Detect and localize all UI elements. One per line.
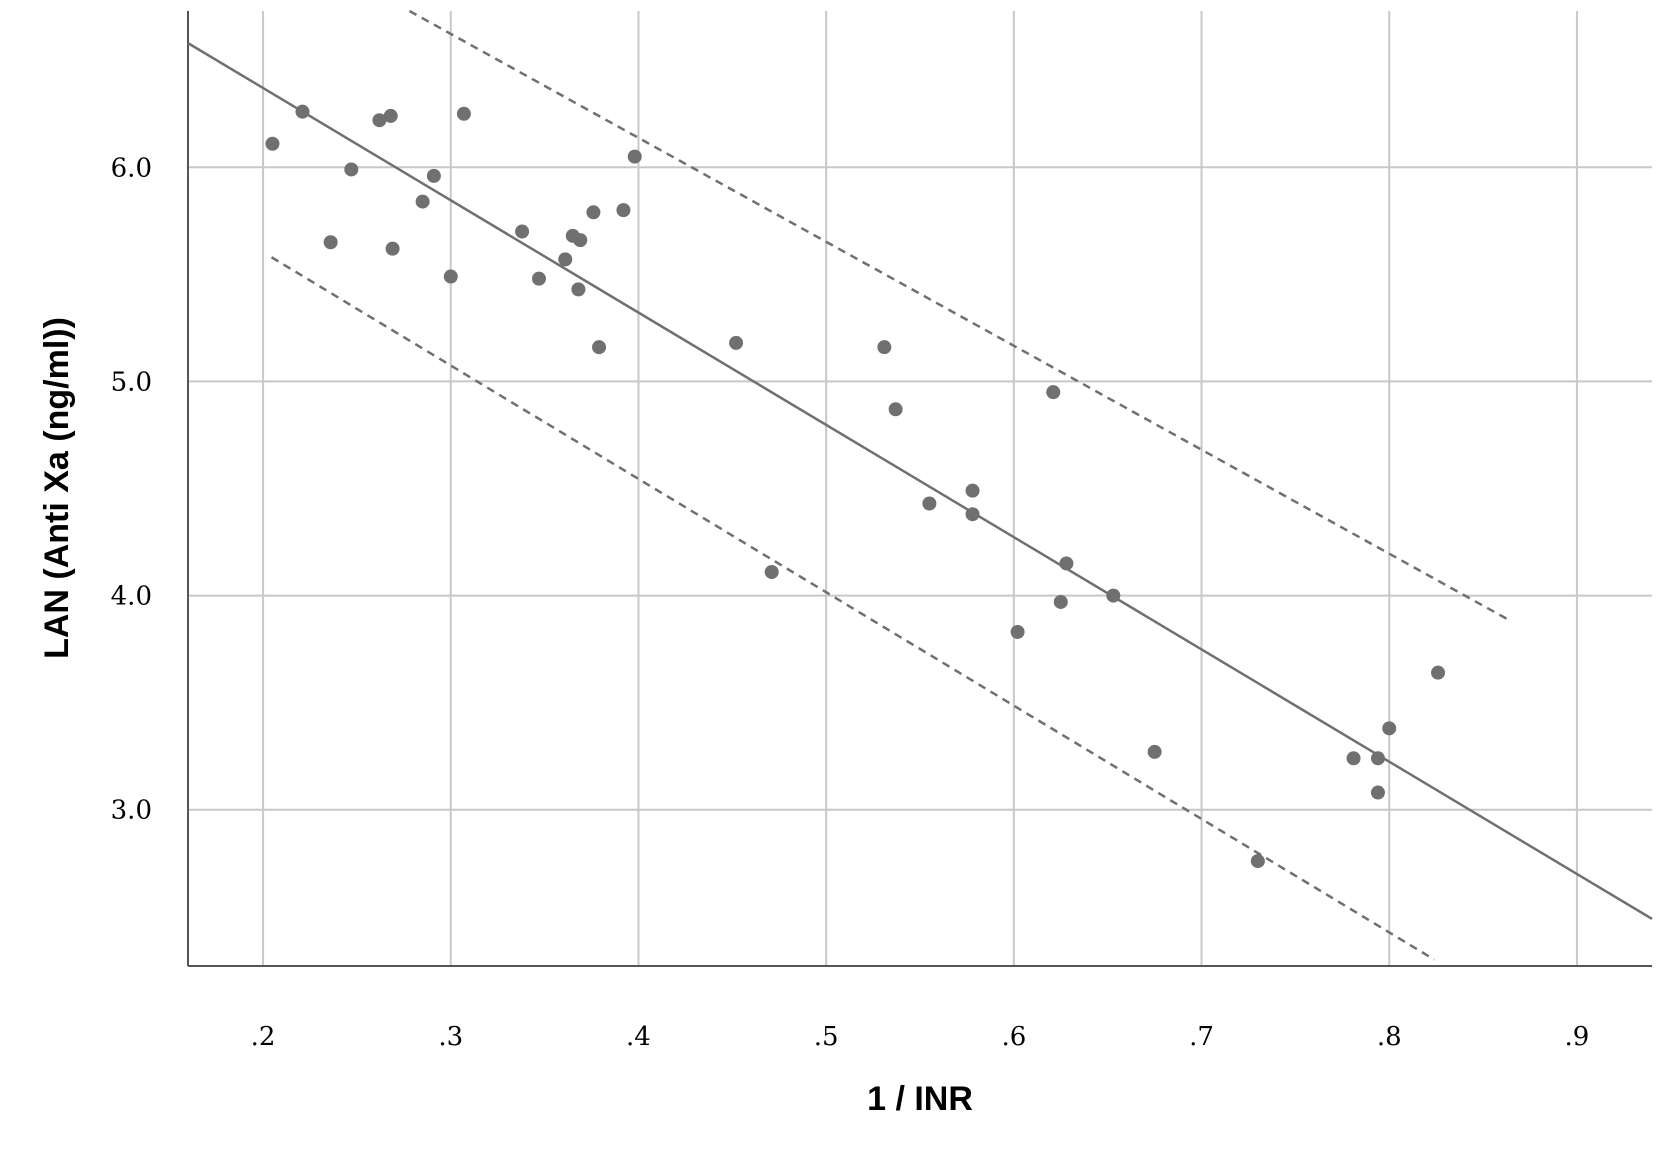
point — [1059, 556, 1074, 571]
point — [383, 108, 398, 123]
point — [616, 203, 631, 218]
point — [558, 252, 573, 267]
point — [877, 340, 892, 355]
x-tick-label: .3 — [438, 1022, 463, 1052]
point — [1010, 624, 1025, 639]
y-tick-label: 3.0 — [111, 796, 152, 826]
point — [323, 235, 338, 250]
prediction-interval-line — [270, 256, 1435, 961]
point — [729, 335, 744, 350]
point — [295, 104, 310, 119]
point — [592, 340, 607, 355]
point — [265, 136, 280, 151]
point — [443, 269, 458, 284]
point — [515, 224, 530, 239]
x-tick-label: .6 — [1001, 1022, 1026, 1052]
point — [586, 205, 601, 220]
y-axis-title: LAN (Anti Xa (ng/ml)) — [38, 317, 76, 659]
fit-line — [187, 42, 1653, 920]
point — [1106, 588, 1121, 603]
x-tick-label: .2 — [251, 1022, 276, 1052]
point — [1370, 785, 1385, 800]
point — [1046, 385, 1061, 400]
y-tick-label: 5.0 — [111, 367, 152, 397]
point — [573, 233, 588, 248]
point — [965, 507, 980, 522]
x-tick-label: .8 — [1377, 1022, 1402, 1052]
point — [531, 271, 546, 286]
point — [571, 282, 586, 297]
point — [426, 168, 441, 183]
point — [888, 402, 903, 417]
y-tick-label: 6.0 — [111, 153, 152, 183]
point — [1147, 744, 1162, 759]
point — [456, 106, 471, 121]
point — [627, 149, 642, 164]
point — [1053, 594, 1068, 609]
point — [372, 113, 387, 128]
point — [965, 483, 980, 498]
point — [1346, 751, 1361, 766]
y-tick-label: 4.0 — [111, 582, 152, 612]
point — [1431, 665, 1446, 680]
point — [1250, 854, 1265, 869]
x-tick-label: .7 — [1189, 1022, 1214, 1052]
point — [922, 496, 937, 511]
prediction-interval-line — [408, 9, 1512, 623]
x-tick-label: .9 — [1565, 1022, 1590, 1052]
x-tick-label: .5 — [814, 1022, 839, 1052]
point — [1382, 721, 1397, 736]
x-axis-title: 1 / INR — [867, 1080, 973, 1118]
point — [344, 162, 359, 177]
point — [415, 194, 430, 209]
point — [764, 565, 779, 580]
point — [385, 241, 400, 256]
point — [1370, 751, 1385, 766]
x-tick-label: .4 — [626, 1022, 651, 1052]
